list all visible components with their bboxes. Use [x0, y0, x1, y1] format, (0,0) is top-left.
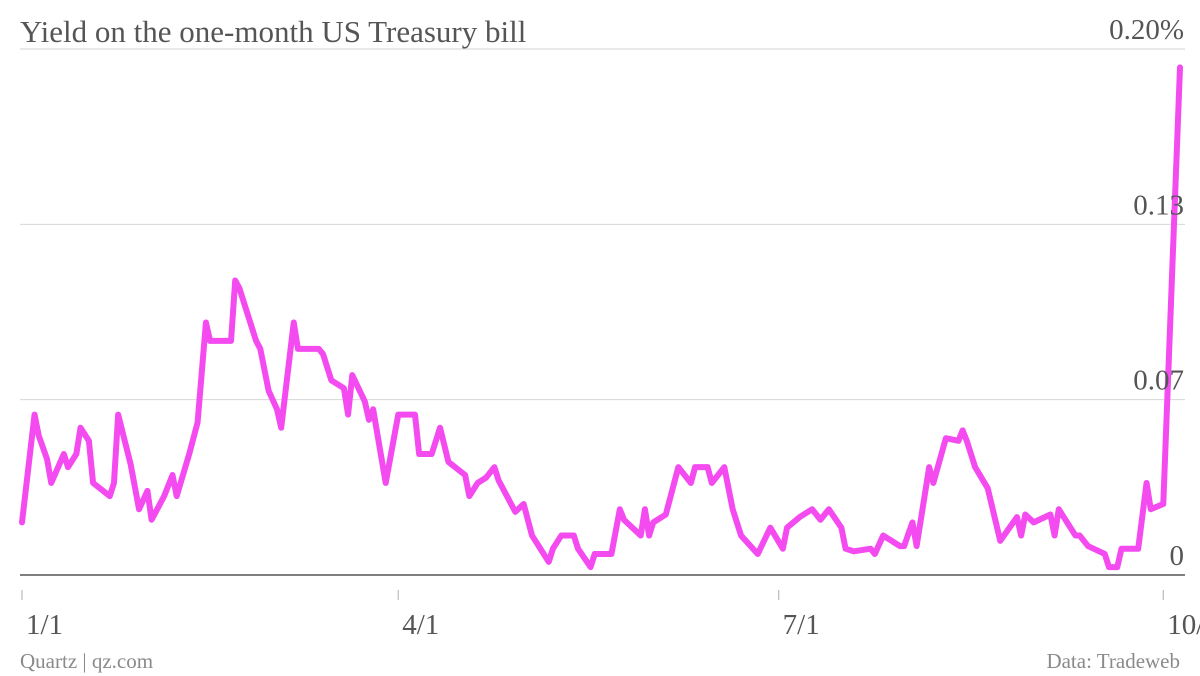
x-tick-label: 4/1: [402, 609, 439, 641]
y-tick-label: 0.13: [1133, 189, 1184, 221]
x-tick-label: 10/1: [1167, 609, 1200, 641]
x-tick-label: 1/1: [26, 609, 63, 641]
chart-title: Yield on the one-month US Treasury bill: [20, 14, 526, 49]
data-line: [19, 64, 1183, 571]
plot-area: [19, 64, 1183, 571]
x-tick-label: 7/1: [783, 609, 820, 641]
y-tick-label: 0: [1170, 540, 1185, 572]
labels: 0 0.07 0.13 0.20% 1/1 4/1 7/1 10/1: [26, 14, 1200, 641]
credit: Quartz | qz.com: [20, 649, 153, 673]
y-tick-label: 0.07: [1133, 365, 1184, 397]
source: Data: Tradeweb: [1046, 649, 1180, 673]
y-tick-label: 0.20%: [1109, 14, 1184, 46]
grid: [20, 48, 1185, 600]
